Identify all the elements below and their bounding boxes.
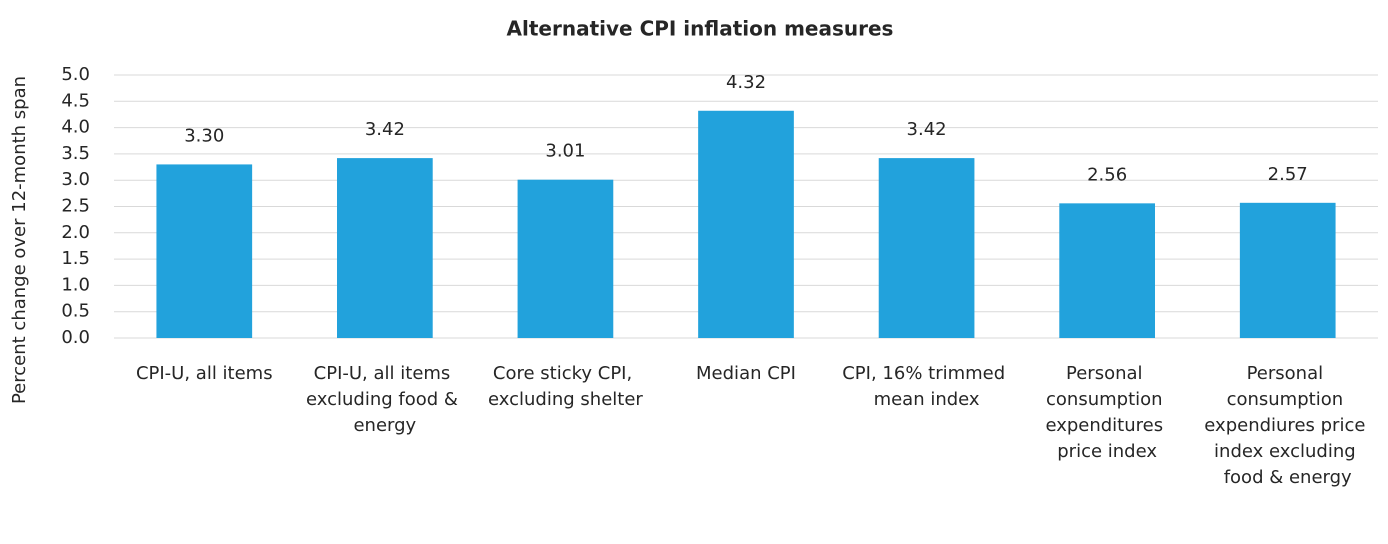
data-label: 3.01 [545,141,585,162]
data-label: 2.56 [1087,164,1127,185]
y-tick-label: 0.0 [61,327,90,348]
x-tick-label: CPI-U, all items excluding food & energy [306,363,464,436]
x-tick-label: Personal consumption expenditures price … [1045,363,1168,462]
bar [1239,202,1336,338]
data-label: 3.30 [184,125,224,146]
y-tick-label: 4.0 [61,117,90,138]
data-label: 3.42 [907,119,947,140]
y-tick-label: 3.5 [61,143,90,164]
data-label: 2.57 [1268,164,1308,185]
x-tick-label: CPI, 16% trimmed mean index [842,363,1011,410]
bar [698,110,794,338]
x-tick-label: Personal consumption expendiures price i… [1204,363,1371,488]
bar [337,158,433,338]
y-tick-label: 2.0 [61,222,90,243]
data-label: 4.32 [726,72,766,93]
x-tick-label: Core sticky CPI, excluding shelter [488,363,643,410]
chart-title: Alternative CPI inflation measures [507,17,894,41]
data-label: 3.42 [365,119,405,140]
y-tick-label: 1.5 [61,248,90,269]
bar [517,179,614,338]
y-tick-label: 5.0 [61,64,90,85]
x-tick-label: CPI-U, all items [136,363,273,384]
y-axis-label: Percent change over 12-month span [9,76,30,404]
y-tick-label: 2.5 [61,196,90,217]
bar [1059,203,1155,338]
bar [878,158,975,338]
x-tick-label: Median CPI [696,363,796,384]
y-tick-label: 0.5 [61,301,90,322]
y-tick-label: 1.0 [61,274,90,295]
y-tick-label: 3.0 [61,169,90,190]
bar [156,164,253,338]
y-tick-label: 4.5 [61,90,90,111]
